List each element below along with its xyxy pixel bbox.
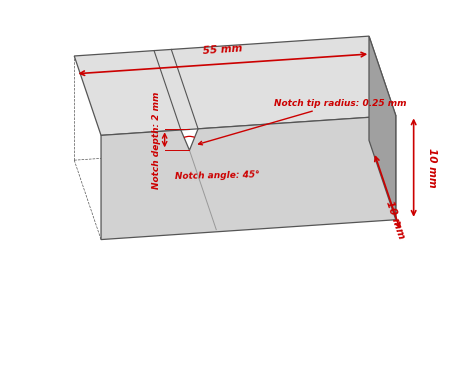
Polygon shape <box>74 36 396 135</box>
Text: Notch depth: 2 mm: Notch depth: 2 mm <box>152 91 161 188</box>
Polygon shape <box>101 116 396 240</box>
Text: 10 mm: 10 mm <box>384 200 406 241</box>
Text: Notch tip radius: 0.25 mm: Notch tip radius: 0.25 mm <box>199 99 406 145</box>
Text: 10 mm: 10 mm <box>427 148 437 187</box>
Polygon shape <box>369 36 396 220</box>
Text: 55 mm: 55 mm <box>203 43 243 56</box>
Text: Notch angle: 45°: Notch angle: 45° <box>174 170 259 181</box>
